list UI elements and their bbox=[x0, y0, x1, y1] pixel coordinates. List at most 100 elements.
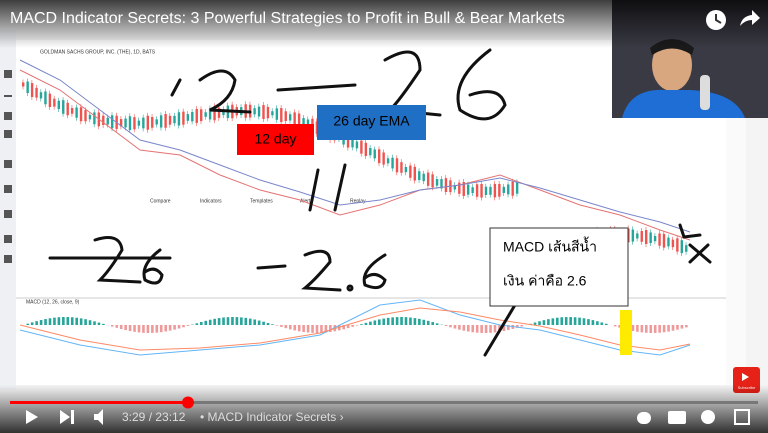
chapter[interactable]: • MACD Indicator Secrets › bbox=[200, 410, 344, 424]
autoplay[interactable] bbox=[637, 412, 651, 424]
histogram-bar bbox=[297, 325, 301, 332]
histogram-bar bbox=[360, 324, 363, 325]
red-box bbox=[237, 124, 314, 155]
histogram-bar bbox=[636, 325, 639, 332]
macd-histogram bbox=[26, 317, 688, 333]
histogram-bar bbox=[533, 322, 537, 325]
histogram-bar bbox=[467, 325, 470, 332]
candle bbox=[133, 117, 136, 130]
candle bbox=[676, 238, 679, 252]
histogram-bar bbox=[346, 325, 350, 329]
histogram-bar bbox=[547, 319, 550, 325]
candle bbox=[386, 158, 390, 164]
histogram-bar bbox=[591, 320, 595, 325]
fullscreen[interactable] bbox=[734, 409, 750, 425]
settings[interactable] bbox=[701, 410, 715, 424]
histogram-bar bbox=[302, 325, 305, 333]
histogram-bar bbox=[538, 321, 541, 325]
histogram-bar bbox=[618, 325, 621, 328]
candle bbox=[431, 174, 434, 188]
histogram-bar bbox=[431, 322, 434, 325]
captions[interactable] bbox=[668, 411, 686, 424]
candle bbox=[26, 81, 29, 94]
histogram-bar bbox=[62, 317, 65, 325]
histogram-bar bbox=[582, 318, 586, 325]
scrubber[interactable] bbox=[182, 396, 194, 409]
histogram-bar bbox=[471, 325, 475, 333]
top-overlay bbox=[0, 0, 768, 48]
histogram-bar bbox=[604, 323, 608, 325]
candle bbox=[124, 118, 127, 128]
progress-track bbox=[10, 401, 758, 404]
histogram-bar bbox=[146, 325, 150, 333]
histogram-bar bbox=[186, 325, 190, 326]
candle bbox=[142, 117, 145, 129]
candle bbox=[53, 98, 56, 107]
histogram-bar bbox=[57, 317, 61, 325]
volume-button[interactable] bbox=[94, 409, 103, 425]
next-button[interactable] bbox=[60, 410, 74, 424]
candle bbox=[191, 112, 194, 122]
shirt bbox=[622, 89, 745, 118]
histogram-bar bbox=[266, 322, 270, 325]
histogram-bar bbox=[151, 325, 154, 333]
histogram-bar bbox=[311, 325, 314, 333]
candle bbox=[289, 114, 292, 121]
video-title[interactable]: MACD Indicator Secrets: 3 Powerful Strat… bbox=[10, 10, 565, 27]
candle bbox=[418, 171, 421, 180]
histogram-bar bbox=[449, 325, 452, 328]
chart-toolbar: Compare Indicators Templates Alert Replay bbox=[150, 198, 366, 204]
candle bbox=[360, 140, 363, 154]
histogram-bar bbox=[502, 325, 506, 332]
play-button[interactable] bbox=[26, 410, 38, 424]
histogram-bar bbox=[653, 325, 657, 333]
histogram-bar bbox=[39, 320, 43, 325]
histogram-bar bbox=[271, 324, 274, 325]
candle bbox=[382, 152, 385, 165]
candle bbox=[155, 119, 158, 125]
candle bbox=[195, 109, 198, 123]
histogram-bar bbox=[244, 317, 248, 325]
candle bbox=[62, 100, 65, 114]
candle bbox=[293, 112, 296, 126]
red-box-label: 12 day bbox=[254, 131, 296, 147]
candle bbox=[177, 112, 181, 126]
candle bbox=[128, 116, 132, 131]
candle bbox=[462, 182, 465, 196]
candle bbox=[66, 102, 69, 116]
candle bbox=[137, 120, 141, 126]
candle bbox=[489, 186, 492, 195]
histogram-bar bbox=[75, 317, 78, 325]
histogram-bar bbox=[66, 317, 70, 325]
histogram-bar bbox=[173, 325, 176, 330]
candle bbox=[79, 107, 83, 122]
candle bbox=[467, 184, 470, 195]
histogram-bar bbox=[195, 323, 199, 325]
note-line: MACD เส้นสีน้ำ bbox=[503, 237, 597, 255]
right-controls bbox=[637, 409, 750, 425]
histogram-bar bbox=[142, 325, 145, 333]
histogram-bar bbox=[662, 325, 666, 333]
candle bbox=[39, 92, 43, 99]
histogram-bar bbox=[124, 325, 127, 331]
candle bbox=[440, 179, 443, 189]
time: 3:29 / 23:12 bbox=[122, 410, 186, 424]
histogram-bar bbox=[658, 325, 661, 333]
candle bbox=[444, 178, 448, 193]
histogram-bar bbox=[560, 317, 564, 325]
face bbox=[652, 39, 692, 91]
histogram-bar bbox=[480, 325, 483, 333]
subscribe-icon bbox=[742, 373, 749, 381]
histogram-bar bbox=[386, 317, 390, 325]
candle bbox=[217, 107, 221, 118]
candle bbox=[57, 100, 60, 110]
candle bbox=[213, 106, 216, 121]
candle bbox=[262, 105, 265, 119]
candle bbox=[671, 239, 675, 248]
share[interactable] bbox=[740, 10, 760, 26]
histogram-bar bbox=[458, 325, 461, 330]
candle bbox=[208, 108, 212, 120]
toolbar-icons bbox=[4, 70, 12, 263]
note-line: เงิน ค่าคือ 2.6 bbox=[503, 273, 587, 289]
histogram-bar bbox=[671, 325, 675, 331]
